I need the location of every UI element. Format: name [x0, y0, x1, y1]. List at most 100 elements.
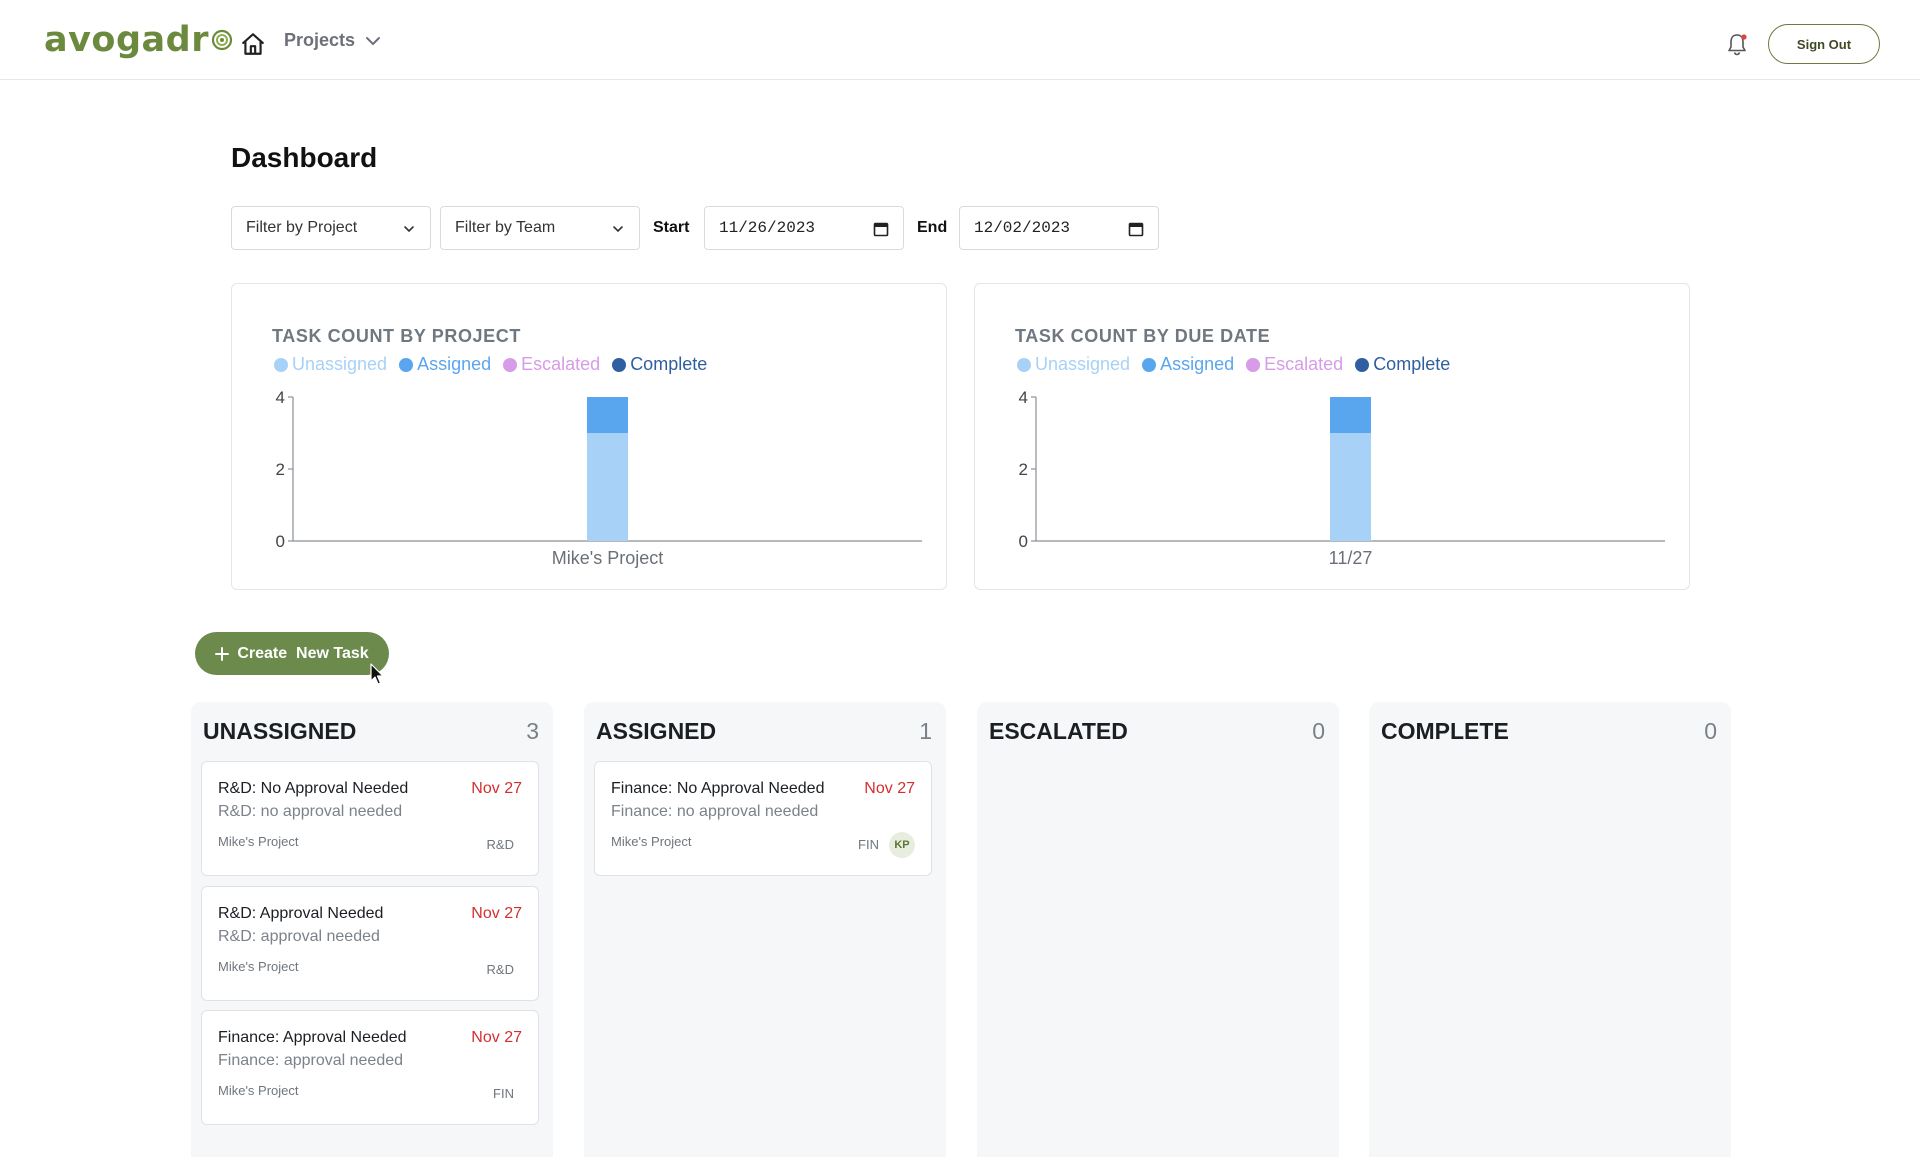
legend-swatch [503, 357, 518, 372]
y-tick-label: 4 [276, 388, 285, 407]
end-date-value: 12/02/2023 [974, 219, 1071, 237]
task-team: FIN [858, 837, 879, 852]
chevron-down-icon [366, 36, 381, 45]
logo-text: avogadr [44, 20, 209, 60]
task-team: R&D [486, 962, 514, 977]
x-tick-label: Mike's Project [552, 548, 663, 568]
task-due-date: Nov 27 [471, 905, 522, 922]
task-card[interactable]: Finance: Approval Needed Nov 27 Finance:… [201, 1010, 539, 1125]
legend-item-escalated[interactable]: Escalated [503, 354, 600, 375]
task-due-date: Nov 27 [471, 1029, 522, 1046]
legend-label: Escalated [1264, 354, 1344, 374]
home-icon[interactable] [240, 31, 266, 57]
task-card[interactable]: R&D: No Approval Needed Nov 27 R&D: no a… [201, 761, 539, 876]
chevron-down-icon [404, 226, 414, 233]
start-date-value: 11/26/2023 [719, 219, 816, 237]
column-title: ASSIGNED [596, 718, 717, 744]
task-card[interactable]: Finance: No Approval Needed Nov 27 Finan… [594, 761, 932, 876]
legend-item-assigned[interactable]: Assigned [1142, 354, 1234, 375]
task-project: Mike's Project [611, 834, 692, 849]
calendar-icon[interactable] [1128, 221, 1144, 237]
column-escalated: ESCALATED 0 [977, 702, 1339, 1157]
task-project: Mike's Project [218, 1083, 299, 1098]
x-tick-label: 11/27 [1329, 548, 1373, 568]
legend-label: Escalated [521, 354, 601, 374]
mouse-cursor-icon [370, 663, 384, 685]
calendar-icon[interactable] [873, 221, 889, 237]
legend-swatch [1017, 357, 1031, 372]
bar-segment-unassigned [587, 433, 628, 541]
column-title: UNASSIGNED [203, 718, 357, 744]
filter-project-placeholder: Filter by Project [246, 219, 358, 236]
legend-item-escalated[interactable]: Escalated [1246, 354, 1343, 375]
legend-swatch [399, 357, 414, 372]
column-unassigned: UNASSIGNED 3 R&D: No Approval Needed Nov… [191, 702, 553, 1157]
column-count: 0 [1312, 718, 1325, 744]
task-card[interactable]: R&D: Approval Needed Nov 27 R&D: approva… [201, 886, 539, 1001]
task-description: R&D: no approval needed [218, 803, 403, 820]
legend-item-unassigned[interactable]: Unassigned [1017, 354, 1130, 375]
y-tick-label: 4 [1019, 388, 1028, 407]
column-title: ESCALATED [989, 718, 1128, 744]
legend-swatch [1355, 357, 1370, 372]
legend-item-assigned[interactable]: Assigned [399, 354, 491, 375]
legend-swatch [1142, 357, 1157, 372]
column-complete: COMPLETE 0 [1369, 702, 1731, 1157]
legend-label: Assigned [417, 354, 492, 374]
legend-label: Unassigned [1035, 354, 1131, 374]
task-due-date: Nov 27 [864, 780, 915, 797]
create-new-task-button[interactable]: Create New Task [195, 632, 389, 675]
legend-label: Assigned [1160, 354, 1235, 374]
y-tick-label: 0 [276, 532, 285, 551]
task-project: Mike's Project [218, 959, 299, 974]
task-team: R&D [486, 837, 514, 852]
task-project: Mike's Project [218, 834, 299, 849]
legend-swatch [274, 357, 288, 372]
plus-icon [215, 646, 230, 661]
legend-label: Complete [1373, 354, 1451, 374]
column-title: COMPLETE [1381, 718, 1509, 744]
column-assigned: ASSIGNED 1 Finance: No Approval Needed N… [584, 702, 946, 1157]
task-title: Finance: Approval Needed [218, 1029, 407, 1046]
start-date-input[interactable]: 11/26/2023 [704, 206, 904, 250]
y-tick-label: 2 [276, 460, 285, 479]
bar-segment-assigned [1330, 397, 1371, 433]
notification-bell-icon[interactable] [1724, 32, 1750, 58]
end-date-input[interactable]: 12/02/2023 [959, 206, 1159, 250]
filter-by-project-select[interactable]: Filter by Project [231, 206, 431, 250]
column-count: 0 [1704, 718, 1717, 744]
task-title: R&D: No Approval Needed [218, 780, 409, 797]
logo-target-icon [211, 29, 233, 51]
bar-segment-unassigned [1330, 433, 1371, 541]
filter-by-team-select[interactable]: Filter by Team [440, 206, 640, 250]
column-count: 1 [919, 718, 932, 744]
projects-dropdown[interactable]: Projects [284, 30, 381, 51]
task-description: R&D: approval needed [218, 928, 380, 945]
task-count-by-project-card: TASK COUNT BY PROJECT Unassigned Assigne… [231, 283, 947, 590]
legend-item-unassigned[interactable]: Unassigned [274, 354, 387, 375]
sign-out-button[interactable]: Sign Out [1768, 24, 1880, 64]
bar-segment-assigned [587, 397, 628, 433]
task-description: Finance: no approval needed [611, 803, 819, 820]
y-tick-label: 0 [1019, 532, 1028, 551]
start-date-label: Start [653, 219, 690, 236]
task-title: Finance: No Approval Needed [611, 780, 825, 797]
task-description: Finance: approval needed [218, 1052, 404, 1069]
legend-label: Complete [630, 354, 708, 374]
column-count: 3 [526, 718, 539, 744]
legend-swatch [1246, 357, 1261, 372]
task-due-date: Nov 27 [471, 780, 522, 797]
legend-swatch [612, 357, 627, 372]
legend-item-complete[interactable]: Complete [612, 354, 707, 375]
end-date-label: End [917, 219, 948, 236]
task-title: R&D: Approval Needed [218, 905, 384, 922]
projects-label: Projects [284, 30, 356, 50]
page-title: Dashboard [231, 142, 378, 173]
task-count-by-project-chart: 0 2 4 Mike's Project [276, 388, 922, 568]
assignee-avatar[interactable]: KP [889, 832, 915, 858]
legend-item-complete[interactable]: Complete [1355, 354, 1450, 375]
y-tick-label: 2 [1019, 460, 1028, 479]
create-new-task-label: Create New Task [237, 644, 369, 662]
avogadro-logo[interactable]: avogadr [44, 20, 233, 60]
task-count-by-due-date-chart: 0 2 4 11/27 [1019, 388, 1665, 568]
